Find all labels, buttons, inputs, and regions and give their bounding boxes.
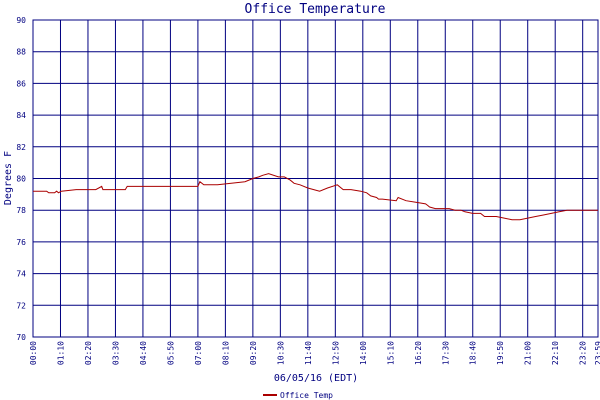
y-tick-label: 84	[16, 111, 26, 120]
y-tick-label: 76	[16, 238, 26, 247]
y-tick-labels: 70 72 74 76 78 80 82 84 86 88 90	[16, 16, 26, 342]
x-tick-label: 01:10	[56, 341, 65, 365]
x-tick-label: 22:10	[551, 341, 560, 365]
x-tick-label: 14:00	[359, 341, 368, 365]
x-tick-label: 19:50	[496, 341, 505, 365]
x-tick-label: 23:20	[579, 341, 588, 365]
x-tick-label: 09:20	[249, 341, 258, 365]
plot-frame	[32, 19, 599, 338]
x-tick-label: 07:00	[194, 341, 203, 365]
x-tick-label: 05:50	[166, 341, 175, 365]
y-tick-label: 78	[16, 206, 26, 215]
grid	[32, 19, 599, 338]
series-line-office-temp	[33, 173, 598, 221]
y-tick-label: 90	[16, 16, 26, 25]
x-tick-label: 12:50	[331, 341, 340, 365]
y-tick-label: 72	[16, 301, 26, 310]
y-tick-label: 88	[16, 48, 26, 57]
x-tick-labels: 00:00 01:10 02:20 03:30 04:40 05:50 07:00 08:10…	[29, 341, 600, 365]
y-tick-label: 74	[16, 270, 26, 279]
x-tick-label: 11:40	[304, 341, 313, 365]
legend: Office Temp	[263, 391, 333, 400]
x-tick-label: 18:40	[469, 341, 478, 365]
y-tick-label: 70	[16, 333, 26, 342]
chart-title: Office Temperature	[245, 2, 386, 17]
x-tick-label: 16:20	[414, 341, 423, 365]
series-layer	[33, 173, 598, 221]
y-tick-label: 80	[16, 175, 26, 184]
x-tick-label: 00:00	[29, 341, 38, 365]
x-tick-label: 21:00	[524, 341, 533, 365]
x-tick-label: 15:10	[386, 341, 395, 365]
x-tick-label: 23:59	[594, 341, 600, 365]
y-tick-label: 86	[16, 79, 26, 88]
x-tick-label: 08:10	[221, 341, 230, 365]
x-tick-label: 10:30	[276, 341, 285, 365]
x-axis-label: 06/05/16 (EDT)	[274, 373, 358, 384]
y-axis-label: Degrees F	[3, 151, 14, 205]
legend-label: Office Temp	[280, 391, 333, 400]
x-tick-label: 03:30	[111, 341, 120, 365]
y-tick-label: 82	[16, 143, 26, 152]
x-tick-label: 04:40	[139, 341, 148, 365]
x-tick-label: 17:30	[441, 341, 450, 365]
x-tick-label: 02:20	[84, 341, 93, 365]
